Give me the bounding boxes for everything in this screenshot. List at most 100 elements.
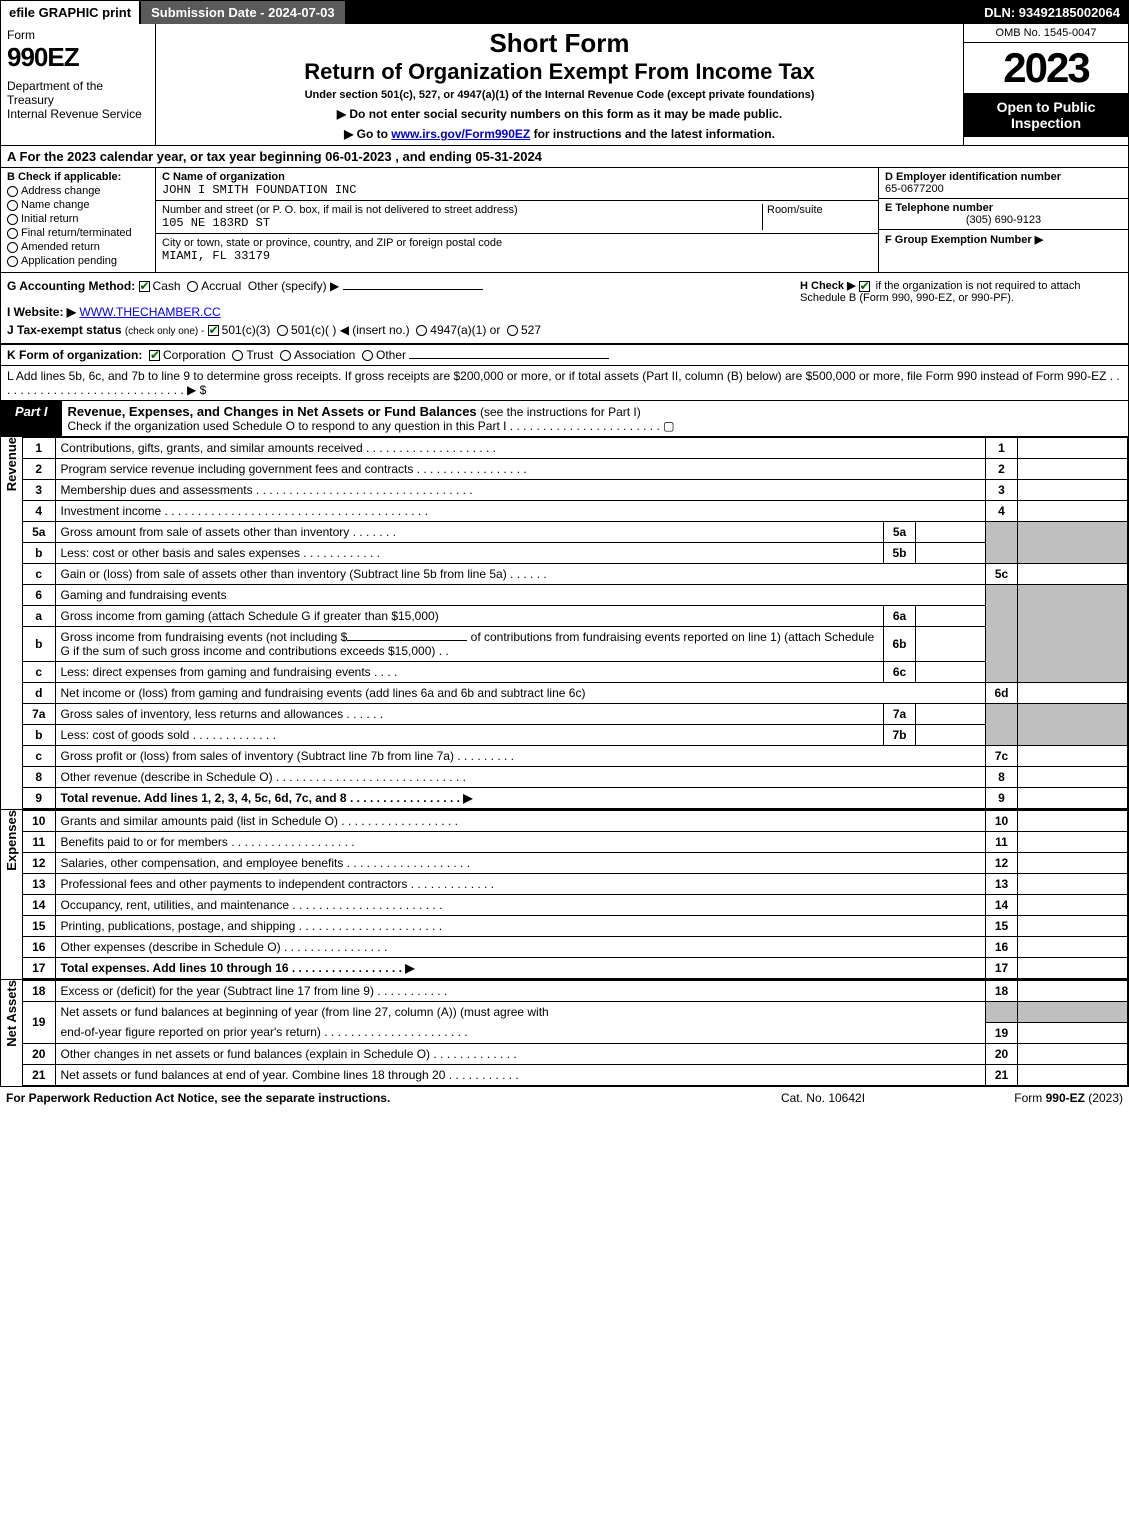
omb-number: OMB No. 1545-0047	[964, 24, 1128, 43]
column-c: C Name of organization JOHN I SMITH FOUN…	[156, 168, 878, 272]
line-8: Other revenue (describe in Schedule O) .…	[55, 767, 986, 788]
opt-final: Final return/terminated	[21, 227, 132, 239]
g-label: G Accounting Method:	[7, 279, 135, 293]
amt-14[interactable]	[1018, 895, 1128, 916]
check-final-return[interactable]: Final return/terminated	[7, 227, 149, 239]
amt-10[interactable]	[1018, 811, 1128, 832]
check-501c[interactable]	[277, 325, 288, 336]
k-label: K Form of organization:	[7, 348, 142, 362]
line-19a: Net assets or fund balances at beginning…	[55, 1002, 986, 1023]
amt-15[interactable]	[1018, 916, 1128, 937]
sub-6b[interactable]	[916, 627, 986, 662]
column-def: D Employer identification number 65-0677…	[878, 168, 1128, 272]
amt-12[interactable]	[1018, 853, 1128, 874]
check-trust[interactable]	[232, 350, 243, 361]
part-1-title-text: Revenue, Expenses, and Changes in Net As…	[68, 404, 477, 419]
check-schedule-b[interactable]	[859, 281, 870, 292]
check-corporation[interactable]	[149, 350, 160, 361]
trust-label: Trust	[246, 348, 273, 362]
line-5a: Gross amount from sale of assets other t…	[55, 522, 884, 543]
check-association[interactable]	[280, 350, 291, 361]
g-h-row: G Accounting Method: Cash Accrual Other …	[1, 273, 1128, 344]
amt-19[interactable]	[1018, 1022, 1128, 1043]
website-link[interactable]: WWW.THECHAMBER.CC	[79, 305, 220, 319]
line-6c: Less: direct expenses from gaming and fu…	[55, 662, 884, 683]
other-input[interactable]	[343, 289, 483, 290]
527-label: 527	[521, 323, 541, 337]
other-org-input[interactable]	[409, 358, 609, 359]
i-label: I Website: ▶	[7, 305, 76, 319]
net-assets-table: 18Excess or (deficit) for the year (Subt…	[23, 980, 1128, 1086]
line-7c: Gross profit or (loss) from sales of inv…	[55, 746, 986, 767]
amt-8[interactable]	[1018, 767, 1128, 788]
check-name-change[interactable]: Name change	[7, 199, 149, 211]
sub-7b[interactable]	[916, 725, 986, 746]
j-tax-exempt: J Tax-exempt status (check only one) - 5…	[7, 323, 792, 337]
efile-print-button[interactable]: efile GRAPHIC print	[1, 1, 141, 24]
check-accrual[interactable]	[187, 281, 198, 292]
amt-4[interactable]	[1018, 501, 1128, 522]
line-21: Net assets or fund balances at end of ye…	[55, 1064, 986, 1085]
line-20: Other changes in net assets or fund bala…	[55, 1043, 986, 1064]
city-label: City or town, state or province, country…	[162, 237, 502, 249]
amt-6d[interactable]	[1018, 683, 1128, 704]
amt-5c[interactable]	[1018, 564, 1128, 585]
501c-label: 501(c)( ) ◀ (insert no.)	[291, 323, 410, 337]
opt-amended: Amended return	[21, 241, 100, 253]
cat-number: Cat. No. 10642I	[723, 1091, 923, 1105]
header-right: OMB No. 1545-0047 2023 Open to Public In…	[963, 24, 1128, 145]
sub-5a[interactable]	[916, 522, 986, 543]
street-row: Number and street (or P. O. box, if mail…	[156, 201, 878, 234]
check-cash[interactable]	[139, 281, 150, 292]
check-501c3[interactable]	[208, 325, 219, 336]
ein-row: D Employer identification number 65-0677…	[879, 168, 1128, 199]
amt-7c[interactable]	[1018, 746, 1128, 767]
amt-20[interactable]	[1018, 1043, 1128, 1064]
part-1-tag: Part I	[1, 401, 62, 436]
line-3: Membership dues and assessments . . . . …	[55, 480, 986, 501]
sub-7a[interactable]	[916, 704, 986, 725]
check-initial-return[interactable]: Initial return	[7, 213, 149, 225]
check-527[interactable]	[507, 325, 518, 336]
sub-6c[interactable]	[916, 662, 986, 683]
line-15: Printing, publications, postage, and shi…	[55, 916, 986, 937]
amt-3[interactable]	[1018, 480, 1128, 501]
sub-6a[interactable]	[916, 606, 986, 627]
amt-18[interactable]	[1018, 981, 1128, 1002]
submission-date-button[interactable]: Submission Date - 2024-07-03	[141, 1, 345, 24]
amt-11[interactable]	[1018, 832, 1128, 853]
contrib-input[interactable]	[347, 640, 467, 641]
sub-5b[interactable]	[916, 543, 986, 564]
form-subtitle: Under section 501(c), 527, or 4947(a)(1)…	[160, 89, 959, 101]
k-row: K Form of organization: Corporation Trus…	[1, 344, 1128, 366]
check-other-org[interactable]	[362, 350, 373, 361]
amt-17[interactable]	[1018, 958, 1128, 979]
amt-1[interactable]	[1018, 438, 1128, 459]
check-address-change[interactable]: Address change	[7, 185, 149, 197]
amt-21[interactable]	[1018, 1064, 1128, 1085]
c-label: C Name of organization	[162, 171, 285, 183]
ssn-warning: ▶ Do not enter social security numbers o…	[160, 107, 959, 121]
check-4947[interactable]	[416, 325, 427, 336]
501c3-label: 501(c)(3)	[222, 323, 271, 337]
instructions-link[interactable]: www.irs.gov/Form990EZ	[391, 127, 530, 141]
amt-13[interactable]	[1018, 874, 1128, 895]
amt-16[interactable]	[1018, 937, 1128, 958]
opt-initial: Initial return	[21, 213, 78, 225]
street-label: Number and street (or P. O. box, if mail…	[162, 204, 518, 216]
line-9: Total revenue. Add lines 1, 2, 3, 4, 5c,…	[55, 788, 986, 809]
irs-label: Internal Revenue Service	[7, 107, 149, 121]
org-name: JOHN I SMITH FOUNDATION INC	[162, 183, 356, 197]
line-5b: Less: cost or other basis and sales expe…	[55, 543, 884, 564]
check-application-pending[interactable]: Application pending	[7, 255, 149, 267]
instr-pre: ▶ Go to	[344, 127, 391, 141]
revenue-table: 1Contributions, gifts, grants, and simil…	[23, 437, 1128, 809]
form-number: 990EZ	[7, 42, 149, 73]
net-assets-section: Net Assets 18Excess or (deficit) for the…	[1, 980, 1128, 1086]
amt-2[interactable]	[1018, 459, 1128, 480]
amt-9[interactable]	[1018, 788, 1128, 809]
check-amended-return[interactable]: Amended return	[7, 241, 149, 253]
line-6: Gaming and fundraising events	[55, 585, 986, 606]
f-label: F Group Exemption Number ▶	[885, 234, 1043, 246]
header-left: Form 990EZ Department of the Treasury In…	[1, 24, 156, 145]
